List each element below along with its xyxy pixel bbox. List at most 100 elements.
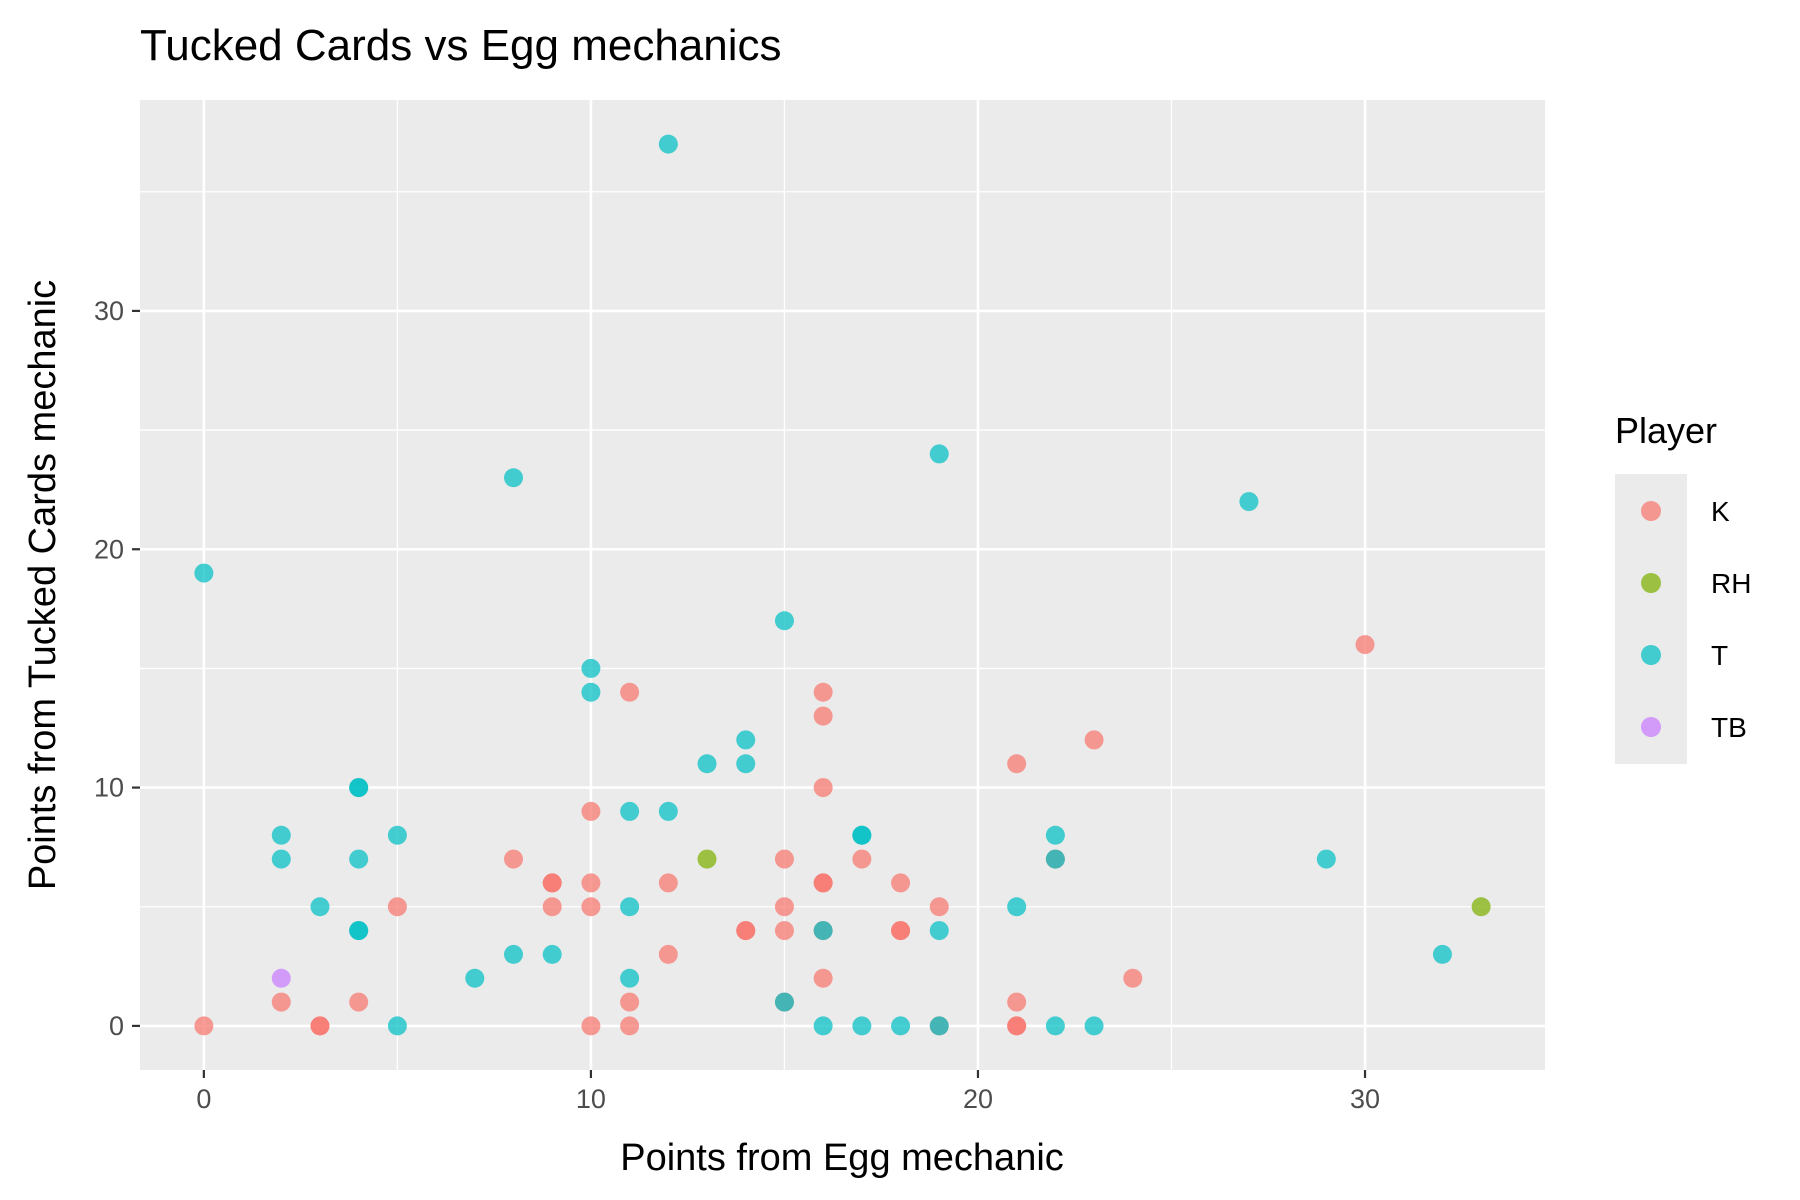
data-point xyxy=(736,730,756,750)
data-point xyxy=(1045,849,1065,869)
legend-label-tb: TB xyxy=(1711,712,1747,743)
data-point xyxy=(736,754,756,774)
plot-panel xyxy=(140,100,1545,1070)
legend-key-k xyxy=(1641,501,1661,521)
data-point xyxy=(929,897,949,917)
data-point xyxy=(271,849,291,869)
x-axis: 0 10 20 30 xyxy=(196,1070,1380,1114)
data-point xyxy=(194,563,214,583)
legend-label-rh: RH xyxy=(1711,568,1751,599)
data-point xyxy=(658,801,678,821)
data-point xyxy=(542,873,562,893)
series-t xyxy=(194,134,1452,1036)
legend-key-rh xyxy=(1641,573,1661,593)
data-point xyxy=(1355,635,1375,655)
data-point xyxy=(504,468,524,488)
y-tick-label: 30 xyxy=(94,296,124,326)
data-point xyxy=(1239,492,1259,512)
data-point xyxy=(542,944,562,964)
legend-key-background xyxy=(1615,474,1687,764)
data-points xyxy=(194,134,1491,1036)
data-point xyxy=(813,873,833,893)
data-point xyxy=(271,825,291,845)
minor-gridlines xyxy=(140,100,1545,1070)
data-point xyxy=(1432,944,1452,964)
y-tick-label: 10 xyxy=(94,773,124,803)
data-point xyxy=(813,921,833,941)
data-point xyxy=(1316,849,1336,869)
data-point xyxy=(774,897,794,917)
data-point xyxy=(271,992,291,1012)
data-point xyxy=(1045,825,1065,845)
series-tb xyxy=(271,968,291,988)
data-point xyxy=(504,849,524,869)
data-point xyxy=(310,1016,330,1036)
x-tick-label: 10 xyxy=(576,1084,606,1114)
data-point xyxy=(1471,897,1491,917)
data-point xyxy=(310,897,330,917)
data-point xyxy=(852,1016,872,1036)
data-point xyxy=(1007,754,1027,774)
data-point xyxy=(813,682,833,702)
data-point xyxy=(349,921,369,941)
data-point xyxy=(349,778,369,798)
data-point xyxy=(1084,1016,1104,1036)
data-point xyxy=(929,1016,949,1036)
data-point xyxy=(774,992,794,1012)
x-axis-title: Points from Egg mechanic xyxy=(620,1137,1064,1179)
legend-key-tb xyxy=(1641,717,1661,737)
data-point xyxy=(697,849,717,869)
legend-key-t xyxy=(1641,645,1661,665)
y-tick-label: 0 xyxy=(109,1011,124,1041)
data-point xyxy=(620,968,640,988)
legend-label-k: K xyxy=(1711,496,1730,527)
data-point xyxy=(581,873,601,893)
series-rh xyxy=(697,849,1491,917)
x-tick-label: 0 xyxy=(196,1084,211,1114)
data-point xyxy=(581,1016,601,1036)
data-point xyxy=(387,1016,407,1036)
data-point xyxy=(658,944,678,964)
y-axis: 0 10 20 30 xyxy=(94,296,140,1041)
data-point xyxy=(736,921,756,941)
data-point xyxy=(891,873,911,893)
series-k xyxy=(194,635,1375,1036)
data-point xyxy=(620,992,640,1012)
data-point xyxy=(813,778,833,798)
major-gridlines xyxy=(140,100,1545,1070)
data-point xyxy=(774,849,794,869)
data-point xyxy=(774,921,794,941)
legend: Player K RH T TB xyxy=(1615,410,1751,764)
data-point xyxy=(387,825,407,845)
data-point xyxy=(1007,992,1027,1012)
data-point xyxy=(504,944,524,964)
data-point xyxy=(697,754,717,774)
data-point xyxy=(929,921,949,941)
legend-label-t: T xyxy=(1711,640,1728,671)
data-point xyxy=(465,968,485,988)
data-point xyxy=(581,658,601,678)
data-point xyxy=(194,1016,214,1036)
legend-items: K RH T TB xyxy=(1641,496,1751,743)
x-tick-label: 30 xyxy=(1350,1084,1380,1114)
data-point xyxy=(1123,968,1143,988)
data-point xyxy=(1045,1016,1065,1036)
data-point xyxy=(1007,1016,1027,1036)
y-axis-title: Points from Tucked Cards mechanic xyxy=(22,280,64,890)
data-point xyxy=(929,444,949,464)
data-point xyxy=(387,897,407,917)
data-point xyxy=(271,968,291,988)
chart-title: Tucked Cards vs Egg mechanics xyxy=(140,21,782,70)
data-point xyxy=(658,873,678,893)
data-point xyxy=(852,825,872,845)
data-point xyxy=(852,849,872,869)
data-point xyxy=(891,1016,911,1036)
data-point xyxy=(620,1016,640,1036)
x-tick-label: 20 xyxy=(963,1084,993,1114)
data-point xyxy=(813,706,833,726)
data-point xyxy=(349,992,369,1012)
data-point xyxy=(813,968,833,988)
data-point xyxy=(813,1016,833,1036)
data-point xyxy=(620,682,640,702)
